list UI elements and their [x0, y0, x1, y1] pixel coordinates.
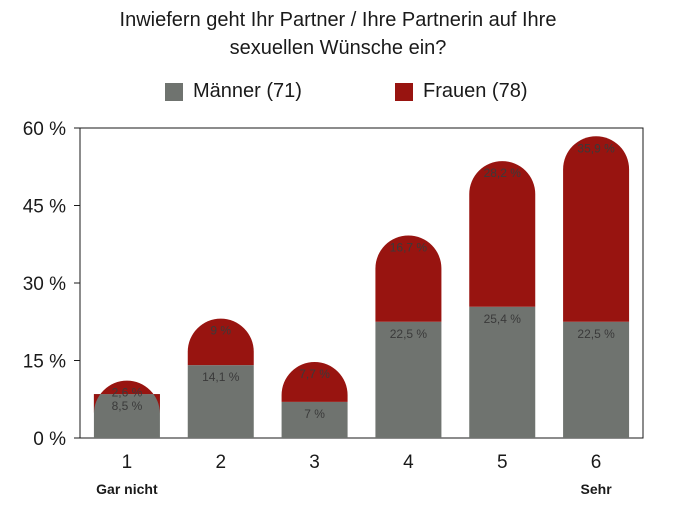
legend-swatch-frauen: [395, 82, 413, 101]
bar-maenner-5: [469, 306, 536, 438]
data-label-maenner-6: 22,5 %: [577, 327, 615, 341]
data-label-maenner-1: 8,5 %: [112, 399, 143, 413]
legend-label-frauen: Frauen (78): [423, 80, 528, 102]
x-tick-label-2: 2: [215, 452, 226, 473]
chart-title-line-1: Inwiefern geht Ihr Partner / Ihre Partne…: [119, 9, 557, 31]
y-tick-label: 0 %: [33, 429, 66, 450]
chart-title: Inwiefern geht Ihr Partner / Ihre Partne…: [0, 6, 676, 62]
bar-frauen-5: [469, 161, 536, 307]
data-label-maenner-3: 7 %: [304, 407, 325, 421]
bar-maenner-2: [187, 365, 254, 438]
bar-maenner-3: [281, 401, 348, 438]
data-label-maenner-4: 22,5 %: [390, 327, 428, 341]
bar-frauen-1: [93, 380, 160, 414]
x-tick-label-1: 1: [122, 452, 133, 473]
data-label-frauen-5: 28,2 %: [484, 166, 522, 180]
y-tick-label: 45 %: [23, 197, 66, 218]
x-end-label-1: Gar nicht: [96, 481, 158, 497]
plot-frame: [79, 127, 644, 439]
bar-maenner-6: [563, 321, 630, 438]
x-tick-label-6: 6: [591, 452, 602, 473]
legend: Männer (71) Frauen (78): [0, 80, 676, 110]
y-tick-label: 60 %: [23, 119, 66, 140]
data-label-maenner-2: 14,1 %: [202, 370, 240, 384]
bar-frauen-4: [375, 235, 442, 322]
legend-swatch-maenner: [165, 82, 183, 101]
x-end-label-6: Sehr: [581, 481, 613, 497]
x-tick-label-5: 5: [497, 452, 508, 473]
y-tick-label: 30 %: [23, 274, 66, 295]
legend-item-maenner: Männer (71): [165, 80, 302, 103]
data-label-frauen-6: 35,9 %: [577, 141, 615, 155]
data-label-frauen-2: 9 %: [210, 324, 231, 338]
bar-maenner-1: [93, 394, 160, 438]
data-label-frauen-1: 2,6 %: [112, 386, 143, 400]
x-tick-label-3: 3: [309, 452, 320, 473]
data-label-frauen-3: 7,7 %: [299, 367, 330, 381]
x-tick-label-4: 4: [403, 452, 414, 473]
chart-title-line-2: sexuellen Wünsche ein?: [229, 37, 447, 59]
bar-maenner-4: [375, 321, 442, 438]
y-tick-label: 15 %: [23, 352, 66, 373]
legend-item-frauen: Frauen (78): [395, 80, 528, 103]
bar-frauen-3: [281, 362, 348, 402]
legend-label-maenner: Männer (71): [193, 80, 302, 102]
bar-frauen-6: [563, 136, 630, 322]
data-label-frauen-4: 16,7 %: [390, 240, 428, 254]
bar-frauen-2: [187, 318, 254, 366]
data-label-maenner-5: 25,4 %: [484, 312, 522, 326]
